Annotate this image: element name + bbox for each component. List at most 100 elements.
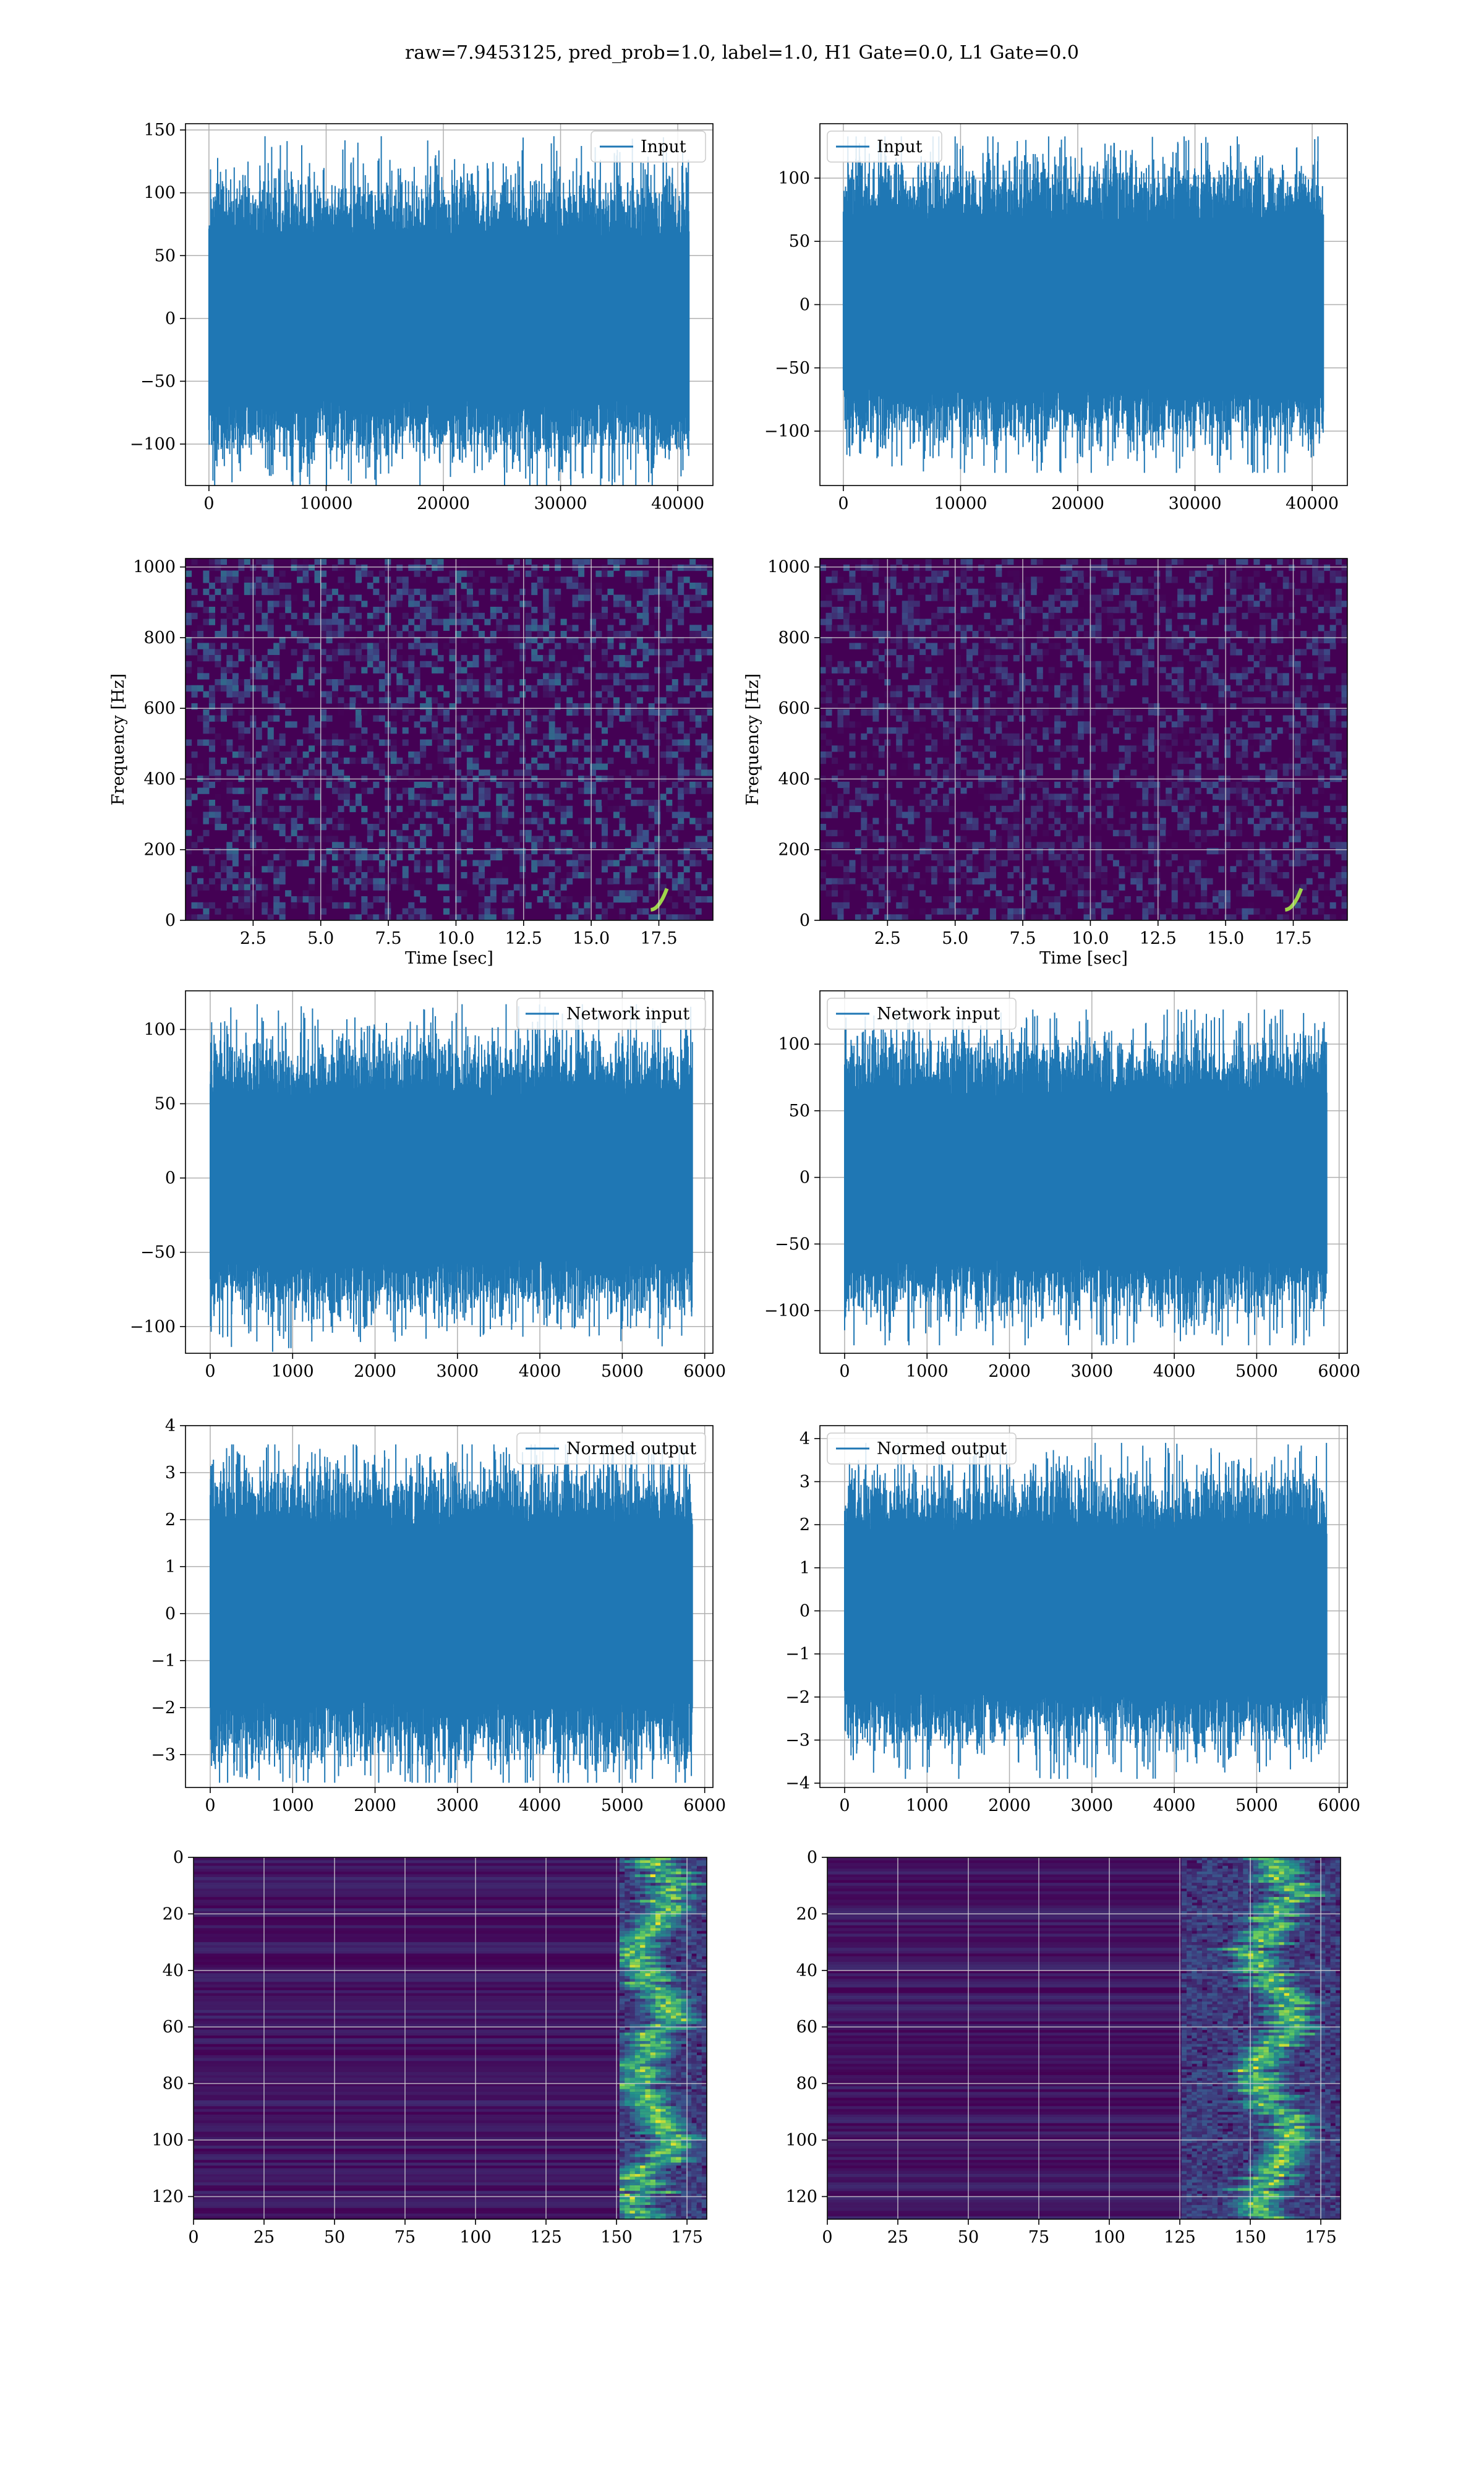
heatmap-cell: [1177, 709, 1184, 716]
heatmap-cell: [519, 649, 526, 656]
heatmap-cell: [949, 866, 955, 873]
heatmap-cell: [654, 854, 661, 861]
heatmap-cell: [1224, 842, 1231, 849]
heatmap-cell: [1294, 854, 1301, 861]
heatmap-cell: [1107, 618, 1114, 625]
heatmap-cell: [1253, 751, 1260, 758]
heatmap-cell: [238, 805, 245, 813]
heatmap-cell: [825, 601, 832, 607]
heatmap-cell: [496, 848, 503, 855]
heatmap-cell: [1213, 570, 1219, 577]
heatmap-cell: [1112, 636, 1119, 644]
heatmap-cell: [837, 588, 844, 596]
heatmap-cell: [408, 588, 415, 596]
heatmap-cell: [837, 594, 844, 601]
heatmap-cell: [855, 667, 861, 674]
heatmap-cell: [215, 818, 221, 824]
heatmap-cell: [1124, 709, 1131, 716]
heatmap-cell: [1253, 787, 1260, 794]
heatmap-cell: [832, 576, 838, 583]
heatmap-cell: [1054, 763, 1061, 770]
heatmap-cell: [373, 715, 380, 722]
heatmap-cell: [1259, 824, 1266, 831]
heatmap-cell: [861, 854, 868, 861]
heatmap-cell: [1142, 594, 1149, 601]
heatmap-cell: [320, 818, 327, 824]
heatmap-cell: [220, 618, 227, 625]
heatmap-cell: [678, 818, 684, 824]
heatmap-cell: [1124, 570, 1131, 577]
heatmap-cell: [1259, 848, 1266, 855]
heatmap-cell: [601, 800, 608, 807]
heatmap-cell: [925, 667, 932, 674]
heatmap-cell: [478, 890, 485, 897]
heatmap-cell: [191, 703, 198, 710]
heatmap-cell: [548, 607, 555, 614]
heatmap-cell: [949, 787, 955, 794]
heatmap-cell: [654, 631, 661, 638]
heatmap-cell: [1136, 636, 1143, 644]
heatmap-cell: [513, 559, 520, 565]
heatmap-cell: [1242, 842, 1248, 849]
heatmap-cell: [1282, 914, 1289, 920]
heatmap-cell: [1242, 559, 1248, 565]
heatmap-cell: [949, 570, 955, 577]
heatmap-cell: [678, 824, 684, 831]
heatmap-cell: [1142, 751, 1149, 758]
heatmap-cell: [508, 576, 514, 583]
heatmap-cell: [1101, 679, 1107, 686]
heatmap-cell: [613, 811, 620, 818]
heatmap-cell: [989, 601, 996, 607]
heatmap-cell: [1306, 685, 1313, 692]
heatmap-cell: [1230, 866, 1237, 873]
heatmap-cell: [978, 842, 984, 849]
heatmap-cell: [1277, 649, 1284, 656]
heatmap-cell: [1025, 631, 1031, 638]
heatmap-cell: [1043, 896, 1049, 903]
heatmap-cell: [1329, 721, 1336, 728]
heatmap-cell: [1072, 805, 1078, 813]
heatmap-cell: [972, 667, 979, 674]
heatmap-cell: [461, 811, 467, 818]
heatmap-cell: [1154, 607, 1161, 614]
heatmap-cell: [825, 829, 832, 837]
heatmap-cell: [631, 836, 638, 842]
heatmap-cell: [1271, 890, 1277, 897]
heatmap-cell: [1148, 854, 1154, 861]
heatmap-cell: [1095, 661, 1102, 668]
heatmap-cell: [1265, 818, 1272, 824]
heatmap-cell: [1013, 601, 1020, 607]
heatmap-cell: [943, 733, 950, 740]
heatmap-cell: [191, 890, 198, 897]
heatmap-cell: [872, 836, 879, 842]
heatmap-cell: [1066, 618, 1073, 625]
heatmap-cell: [244, 854, 250, 861]
heatmap-cell: [1259, 745, 1266, 752]
heatmap-cell: [1136, 872, 1143, 879]
heatmap-cell: [1247, 854, 1254, 861]
heatmap-cell: [642, 751, 649, 758]
heatmap-cell: [1107, 697, 1114, 704]
heatmap-cell: [1324, 896, 1331, 903]
heatmap-cell: [285, 601, 292, 607]
heatmap-cell: [996, 625, 1002, 631]
heatmap-cell: [1112, 829, 1119, 837]
heatmap-cell: [420, 601, 427, 607]
heatmap-cell: [1048, 601, 1055, 607]
heatmap-cell: [501, 836, 508, 842]
heatmap-cell: [1282, 872, 1289, 879]
heatmap-cell: [908, 697, 915, 704]
heatmap-cell: [1130, 836, 1137, 842]
heatmap-cell: [560, 836, 567, 842]
heatmap-cell: [543, 715, 550, 722]
heatmap-cell: [496, 829, 503, 837]
heatmap-cell: [1054, 811, 1061, 818]
heatmap-cell: [595, 709, 602, 716]
heatmap-cell: [832, 805, 838, 813]
heatmap-cell: [820, 667, 827, 674]
heatmap-cell: [461, 842, 467, 849]
heatmap-cell: [872, 818, 879, 824]
heatmap-cell: [837, 727, 844, 734]
heatmap-cell: [666, 601, 673, 607]
heatmap-cell: [1195, 636, 1201, 644]
